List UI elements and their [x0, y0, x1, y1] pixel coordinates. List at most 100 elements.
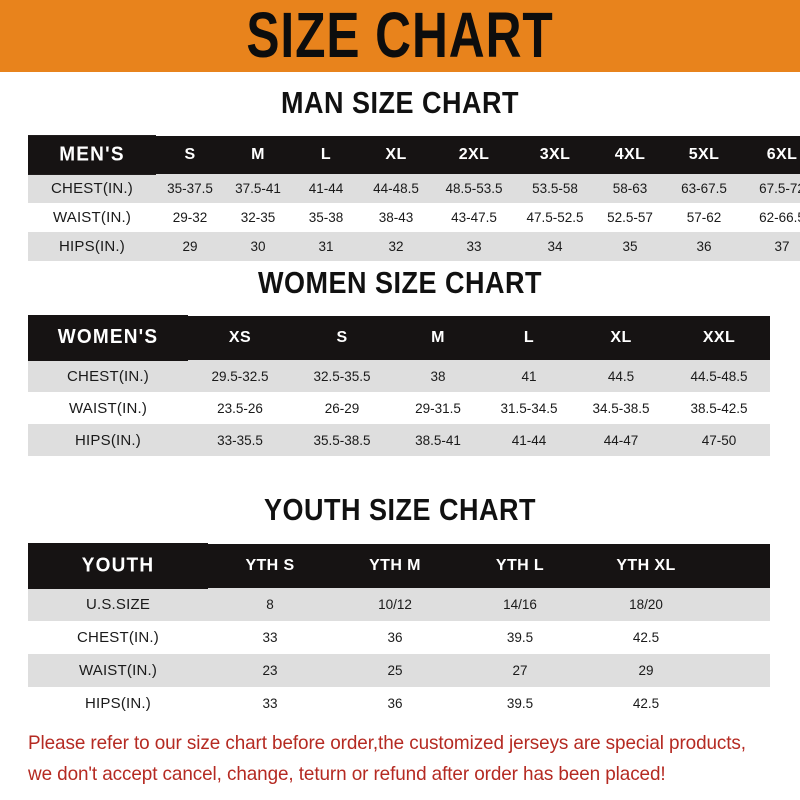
- table-cell: 41-44: [484, 424, 574, 456]
- table-cell: 33-35.5: [188, 424, 292, 456]
- row-label: HIPS(IN.): [28, 424, 188, 456]
- column-header: 6XL: [742, 136, 800, 174]
- table-cell: 35-37.5: [156, 174, 224, 203]
- table-cell: 37.5-41: [224, 174, 292, 203]
- table-cell: 29-31.5: [392, 392, 484, 424]
- table-cell: 39.5: [458, 621, 582, 654]
- table-cell: 53.5-58: [516, 174, 594, 203]
- column-header: S: [292, 316, 392, 360]
- table-cell: 48.5-53.5: [432, 174, 516, 203]
- table-cell: 32-35: [224, 203, 292, 232]
- column-header: 5XL: [666, 136, 742, 174]
- section-title-youth: YOUTH SIZE CHART: [263, 493, 536, 527]
- table-row: HIPS(IN.) 33 36 39.5 42.5: [28, 687, 770, 720]
- table-cell: 41-44: [292, 174, 360, 203]
- table-cell: 57-62: [666, 203, 742, 232]
- table-cell: 29: [156, 232, 224, 261]
- row-label: CHEST(IN.): [28, 360, 188, 392]
- table-cell: 18/20: [582, 588, 710, 621]
- table-row: HIPS(IN.) 29 30 31 32 33 34 35 36 37: [28, 232, 800, 261]
- table-cell: 30: [224, 232, 292, 261]
- table-cell: 33: [208, 621, 332, 654]
- row-label: CHEST(IN.): [28, 174, 156, 203]
- table-cell-spacer: [710, 687, 770, 720]
- table-cell: 38: [392, 360, 484, 392]
- table-cell: 63-67.5: [666, 174, 742, 203]
- table-cell-spacer: [710, 654, 770, 687]
- table-row: CHEST(IN.) 33 36 39.5 42.5: [28, 621, 770, 654]
- section-title-women: WOMEN SIZE CHART: [258, 266, 542, 300]
- column-header: 2XL: [432, 136, 516, 174]
- column-header-spacer: [710, 544, 770, 588]
- table-row: CHEST(IN.) 35-37.5 37.5-41 41-44 44-48.5…: [28, 174, 800, 203]
- man-size-table: MEN'S S M L XL 2XL 3XL 4XL 5XL 6XL CHEST…: [28, 135, 800, 261]
- column-header: 4XL: [594, 136, 666, 174]
- table-cell: 35: [594, 232, 666, 261]
- table-header-row: YOUTH YTH S YTH M YTH L YTH XL: [28, 542, 770, 590]
- table-cell: 38.5-41: [392, 424, 484, 456]
- row-label: HIPS(IN.): [28, 687, 208, 720]
- disclaimer-line-2: we don't accept cancel, change, teturn o…: [28, 763, 666, 785]
- table-cell: 35.5-38.5: [292, 424, 392, 456]
- table-cell: 31.5-34.5: [484, 392, 574, 424]
- header-banner: SIZE CHART: [0, 0, 800, 72]
- table-cell-spacer: [710, 621, 770, 654]
- disclaimer-line-1: Please refer to our size chart before or…: [28, 732, 746, 754]
- table-cell: 36: [332, 687, 458, 720]
- column-header: XXL: [668, 316, 770, 360]
- table-row: WAIST(IN.) 23.5-26 26-29 29-31.5 31.5-34…: [28, 392, 770, 424]
- column-header: XL: [360, 136, 432, 174]
- disclaimer-note: Please refer to our size chart before or…: [28, 728, 757, 790]
- table-header-row: WOMEN'S XS S M L XL XXL: [28, 314, 770, 362]
- row-label: HIPS(IN.): [28, 232, 156, 261]
- table-cell: 23.5-26: [188, 392, 292, 424]
- table-cell: 52.5-57: [594, 203, 666, 232]
- table-cell: 32: [360, 232, 432, 261]
- table-cell: 34: [516, 232, 594, 261]
- column-header: YTH S: [208, 544, 332, 588]
- column-header: M: [224, 136, 292, 174]
- women-size-table: WOMEN'S XS S M L XL XXL CHEST(IN.) 29.5-…: [28, 314, 770, 456]
- table-cell: 47-50: [668, 424, 770, 456]
- row-label: CHEST(IN.): [28, 621, 208, 654]
- table-cell: 41: [484, 360, 574, 392]
- table-cell: 58-63: [594, 174, 666, 203]
- table-cell: 36: [666, 232, 742, 261]
- column-header: M: [392, 316, 484, 360]
- table-corner-label: WOMEN'S: [28, 314, 188, 362]
- table-cell: 47.5-52.5: [516, 203, 594, 232]
- table-row: WAIST(IN.) 23 25 27 29: [28, 654, 770, 687]
- table-row: HIPS(IN.) 33-35.5 35.5-38.5 38.5-41 41-4…: [28, 424, 770, 456]
- table-cell: 37: [742, 232, 800, 261]
- table-cell: 31: [292, 232, 360, 261]
- table-cell: 27: [458, 654, 582, 687]
- table-cell: 8: [208, 588, 332, 621]
- column-header: S: [156, 136, 224, 174]
- row-label: U.S.SIZE: [28, 588, 208, 621]
- table-row: U.S.SIZE 8 10/12 14/16 18/20: [28, 588, 770, 621]
- table-cell: 38-43: [360, 203, 432, 232]
- section-title-man: MAN SIZE CHART: [281, 86, 519, 120]
- column-header: YTH L: [458, 544, 582, 588]
- table-row: WAIST(IN.) 29-32 32-35 35-38 38-43 43-47…: [28, 203, 800, 232]
- table-cell: 10/12: [332, 588, 458, 621]
- table-cell: 39.5: [458, 687, 582, 720]
- row-label: WAIST(IN.): [28, 654, 208, 687]
- table-cell: 35-38: [292, 203, 360, 232]
- row-label: WAIST(IN.): [28, 203, 156, 232]
- table-cell: 44-48.5: [360, 174, 432, 203]
- column-header: YTH XL: [582, 544, 710, 588]
- youth-size-table: YOUTH YTH S YTH M YTH L YTH XL U.S.SIZE …: [28, 542, 770, 720]
- table-cell: 29-32: [156, 203, 224, 232]
- table-cell: 34.5-38.5: [574, 392, 668, 424]
- table-cell: 44-47: [574, 424, 668, 456]
- table-cell: 33: [432, 232, 516, 261]
- table-cell: 26-29: [292, 392, 392, 424]
- table-cell: 62-66.5: [742, 203, 800, 232]
- column-header: 3XL: [516, 136, 594, 174]
- table-cell: 67.5-72: [742, 174, 800, 203]
- table-cell: 23: [208, 654, 332, 687]
- table-cell: 32.5-35.5: [292, 360, 392, 392]
- table-cell: 29.5-32.5: [188, 360, 292, 392]
